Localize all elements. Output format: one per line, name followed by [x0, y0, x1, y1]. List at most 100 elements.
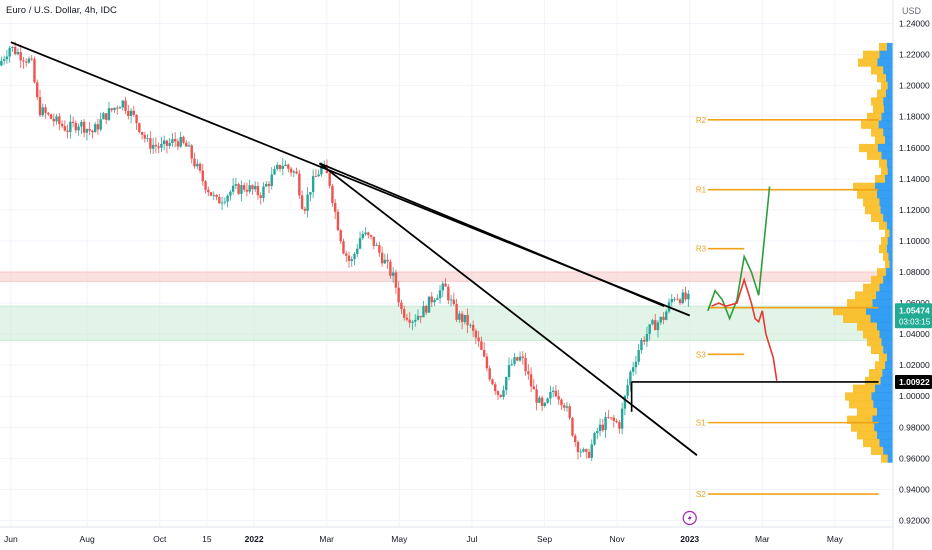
candle-body	[2, 59, 6, 61]
candle-body	[438, 290, 442, 299]
candle-body	[565, 406, 569, 408]
candle-body	[535, 389, 538, 403]
candle-body	[400, 302, 403, 310]
candle-body	[171, 139, 174, 143]
candle-body	[270, 174, 273, 186]
candle-body	[69, 121, 72, 132]
symbol-legend[interactable]: Euro / U.S. Dollar, 4h, IDC	[6, 5, 117, 16]
volume-bar-buy	[889, 260, 893, 269]
volume-bar-sell	[875, 136, 885, 145]
volume-bar-sell	[883, 252, 889, 261]
current-price-badge	[895, 303, 932, 329]
candle-body	[36, 82, 39, 98]
volume-bar-buy	[885, 89, 893, 98]
resistance-zone	[0, 272, 893, 282]
support-zone	[0, 306, 893, 341]
candle-body	[665, 311, 668, 320]
candle-body	[190, 145, 193, 159]
lightning-icon[interactable]	[682, 510, 697, 526]
volume-bar-sell	[858, 58, 878, 67]
candle-body	[336, 211, 340, 231]
candle-body	[93, 124, 97, 133]
volume-bar-buy	[875, 182, 893, 191]
candle-body	[557, 396, 560, 400]
candle-body	[44, 107, 47, 113]
price-tick-label: 1.12000	[899, 205, 930, 215]
time-tick-label: Sep	[537, 534, 552, 544]
candle-body	[231, 185, 235, 192]
volume-bar-sell	[881, 237, 888, 246]
candle-body	[298, 173, 301, 196]
lower-trendline	[318, 162, 698, 456]
candle-body	[256, 186, 260, 196]
candle-body	[331, 185, 334, 203]
candle-body	[328, 173, 331, 186]
candle-body	[684, 292, 687, 300]
candle-body	[626, 385, 629, 396]
candle-body	[585, 449, 588, 452]
volume-bar-buy	[870, 314, 893, 323]
volume-bar-buy	[876, 190, 893, 199]
volume-bar-sell	[857, 431, 877, 440]
candle-body	[576, 442, 580, 453]
candle-body	[654, 320, 657, 331]
candle-body	[513, 357, 516, 365]
candle-body	[529, 374, 533, 387]
volume-bar-sell	[857, 190, 877, 199]
candle-body	[414, 319, 417, 322]
level-price-badge	[895, 374, 932, 389]
candle-body	[30, 58, 33, 60]
candle-body	[311, 176, 315, 193]
volume-bar-sell	[847, 299, 873, 308]
candle-body	[345, 253, 348, 256]
candle-body	[66, 130, 69, 132]
candle-body	[491, 379, 494, 385]
candle-body	[96, 124, 100, 130]
volume-bar-buy	[886, 353, 893, 362]
time-tick-label: Mar	[319, 534, 334, 544]
candle-body	[71, 121, 75, 123]
time-tick-label: Nov	[610, 534, 626, 544]
volume-bar-sell	[875, 361, 885, 370]
volume-bar-sell	[863, 283, 880, 292]
candle-body	[287, 164, 290, 169]
volume-bar-sell	[847, 415, 873, 424]
level-label: S3	[696, 350, 706, 359]
candle-body	[356, 248, 359, 254]
volume-bar-buy	[879, 283, 893, 292]
volume-bar-buy	[875, 291, 893, 300]
volume-bar-buy	[874, 423, 893, 432]
volume-bar-buy	[883, 275, 893, 285]
price-tick-label: 0.98000	[899, 422, 930, 432]
volume-bar-sell	[851, 423, 875, 432]
candle-body	[394, 272, 398, 288]
candle-body	[524, 357, 527, 372]
candle-body	[496, 391, 500, 395]
price-tick-label: 1.08000	[899, 267, 930, 277]
volume-bar-sell	[877, 89, 886, 98]
volume-profile	[833, 42, 893, 463]
price-tick-label: 0.96000	[899, 453, 930, 463]
volume-bar-sell	[871, 66, 884, 75]
candle-body	[226, 195, 229, 202]
volume-bar-buy	[883, 446, 893, 455]
candle-body	[485, 356, 489, 369]
candle-body	[82, 121, 86, 133]
candle-body	[607, 417, 610, 418]
candle-body	[510, 364, 513, 366]
time-tick-label: 15	[202, 534, 212, 544]
bearish-projection	[711, 277, 778, 381]
candle-body	[265, 184, 268, 187]
bullish-projection	[707, 186, 771, 321]
candle-body	[402, 309, 406, 318]
candle-body	[551, 390, 555, 392]
candle-body	[391, 272, 395, 276]
candle-body	[579, 451, 582, 453]
candle-body	[527, 371, 530, 375]
candle-body	[229, 191, 232, 196]
candle-body	[105, 113, 108, 120]
candle-body	[113, 107, 116, 111]
candle-body	[455, 304, 458, 320]
volume-bar-sell	[879, 244, 887, 254]
